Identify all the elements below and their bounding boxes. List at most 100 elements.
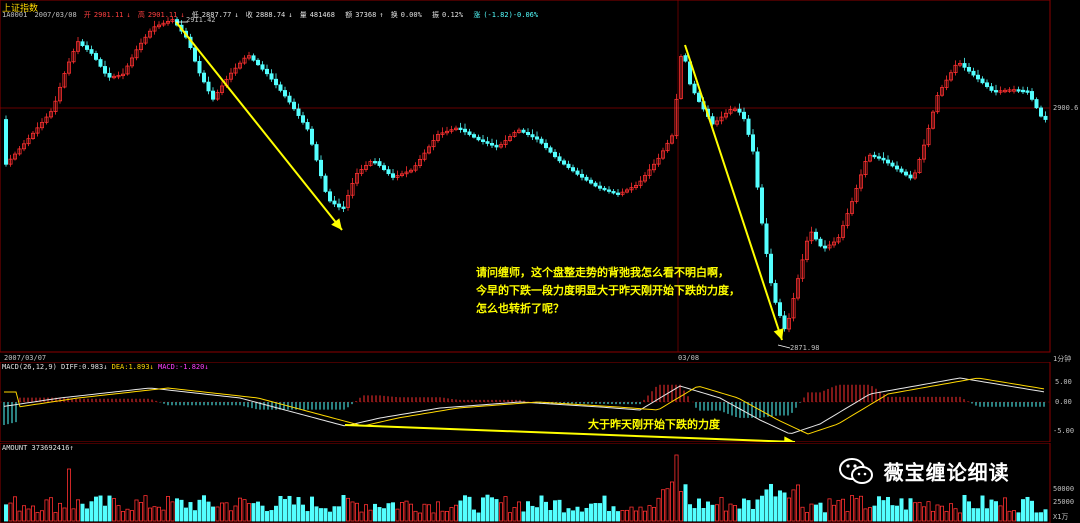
candle: [498, 144, 503, 148]
volume-bar: [300, 504, 305, 522]
volume-bar: [976, 508, 981, 522]
code: 1A0001: [2, 11, 28, 19]
volume-bar: [291, 504, 296, 522]
macd-chart[interactable]: [0, 362, 1080, 442]
candle: [444, 130, 449, 134]
open-value: 2901.11: [93, 11, 124, 19]
candle: [998, 90, 1003, 93]
candle: [1012, 89, 1017, 92]
candle: [967, 66, 972, 72]
candle: [363, 165, 368, 170]
candle: [287, 95, 292, 103]
candle: [197, 61, 202, 74]
candle: [850, 201, 855, 214]
volume-bar: [215, 506, 220, 522]
volume-bar: [652, 506, 657, 522]
candle: [674, 98, 679, 137]
candle: [413, 165, 418, 171]
volume-bar: [971, 508, 976, 522]
volume-bar: [309, 496, 314, 522]
candle: [935, 95, 940, 113]
volume-bar: [1021, 499, 1026, 522]
volume-bar: [206, 501, 211, 522]
volume-bar: [521, 511, 526, 522]
candle: [201, 72, 206, 83]
question-annotation: 请问缠师，这个盘整走势的背弛我怎么看不明白啊， 今早的下跌一段力度明显大于昨天刚…: [476, 264, 740, 318]
volume-bar: [408, 503, 413, 522]
volume-bar: [201, 495, 206, 522]
volume-bar: [692, 508, 697, 522]
turnover-value: 0.00%: [400, 11, 422, 19]
candle: [269, 73, 274, 80]
arrow-shaft: [175, 21, 343, 231]
volume-bar: [498, 502, 503, 522]
volume-bar: [224, 502, 229, 522]
candle: [575, 170, 580, 175]
candle: [683, 55, 688, 62]
volume-bar: [143, 495, 148, 522]
volume-bar: [665, 488, 670, 522]
volume-bar: [287, 495, 292, 522]
macd-axis-zero: 0.00: [1055, 398, 1072, 406]
volume-bar: [778, 490, 783, 522]
volume-bar: [458, 500, 463, 522]
volume-bar: [656, 497, 661, 522]
candle: [89, 49, 94, 54]
volume-chart[interactable]: [0, 443, 1080, 523]
candle: [309, 128, 314, 145]
candle: [845, 213, 850, 226]
candle: [728, 109, 733, 114]
time-axis-mid-date: 03/08: [678, 354, 700, 362]
volume-bar: [1034, 512, 1039, 522]
candle: [863, 160, 868, 175]
volume-bar: [553, 500, 558, 522]
volume-bar: [904, 509, 909, 522]
volume-bar: [827, 498, 832, 522]
candle: [467, 131, 472, 135]
candle: [980, 78, 985, 84]
candle: [372, 161, 377, 164]
volume-bar: [890, 505, 895, 522]
volume-bar: [246, 503, 251, 522]
volume-bar: [854, 498, 859, 522]
high-value: 2901.11: [147, 11, 178, 19]
candle: [147, 30, 152, 38]
candle: [625, 189, 630, 193]
volume-bar: [845, 511, 850, 522]
candle: [629, 187, 634, 191]
volume-bar: [485, 494, 490, 522]
candle: [562, 160, 567, 165]
candle: [697, 92, 702, 102]
volume-bar: [152, 506, 157, 522]
volume-bar: [625, 509, 630, 522]
candle: [242, 57, 247, 64]
volume-bar: [494, 499, 499, 522]
volume-bar: [345, 497, 350, 522]
volume-bar: [859, 495, 864, 522]
volume-bar: [530, 505, 535, 522]
macd-value-label: MACD:: [157, 363, 180, 371]
candle: [620, 191, 625, 195]
candle: [350, 182, 355, 196]
volume-bar: [661, 489, 666, 522]
arrow-head: [331, 218, 342, 230]
candle: [773, 283, 778, 303]
volume-bar: [1007, 510, 1012, 522]
candle: [143, 36, 148, 44]
volume-bar: [503, 496, 508, 522]
volume-bar: [161, 509, 166, 522]
price-chart[interactable]: [0, 0, 1080, 360]
volume-bar: [818, 502, 823, 522]
candle: [719, 116, 724, 122]
candle: [1030, 91, 1035, 100]
volume-bar: [40, 510, 45, 522]
candle: [476, 136, 481, 141]
volume-bar: [8, 502, 13, 522]
volume-bar: [260, 505, 265, 522]
volume-bar: [386, 503, 391, 522]
candle: [336, 203, 341, 208]
candle: [26, 138, 31, 145]
period-label[interactable]: 1分钟: [1053, 355, 1072, 363]
volume-bar: [85, 508, 90, 522]
